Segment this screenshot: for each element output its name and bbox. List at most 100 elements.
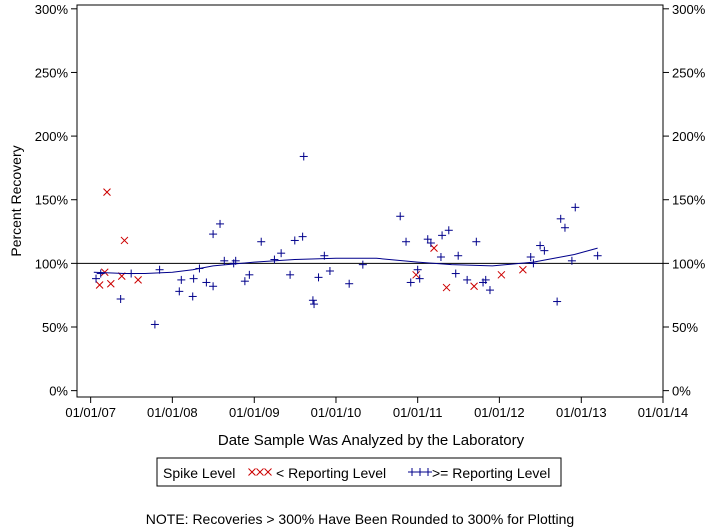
x-axis-label: Date Sample Was Analyzed by the Laborato… xyxy=(218,432,525,449)
point-above-reporting-level xyxy=(571,203,580,212)
point-below-reporting-level xyxy=(497,270,506,279)
point-below-reporting-level xyxy=(470,282,478,291)
point-below-reporting-level xyxy=(442,283,451,292)
x-tick-label: 01/01/11 xyxy=(393,405,443,420)
x-tick-label: 01/01/09 xyxy=(229,405,280,420)
point-below-reporting-level xyxy=(106,279,115,288)
point-above-reporting-level xyxy=(426,239,435,247)
point-above-reporting-level xyxy=(413,265,422,274)
point-above-reporting-level xyxy=(277,249,286,258)
y-tick-label-left: 250% xyxy=(35,65,69,80)
legend-x-marker xyxy=(264,468,272,476)
legend-plus-marker xyxy=(408,468,416,476)
legend-title: Spike Level xyxy=(163,465,235,481)
point-above-reporting-level xyxy=(454,251,463,260)
point-above-reporting-level xyxy=(314,273,323,282)
point-above-reporting-level xyxy=(245,270,254,279)
point-above-reporting-level xyxy=(290,236,299,245)
point-above-reporting-level xyxy=(463,275,472,284)
legend-box xyxy=(156,457,562,487)
y-tick-label-left: 100% xyxy=(35,256,69,271)
point-below-reporting-level xyxy=(120,236,129,245)
x-tick-label: 01/01/13 xyxy=(556,405,607,420)
point-above-reporting-level xyxy=(188,292,197,301)
point-above-reporting-level xyxy=(177,275,186,284)
point-above-reporting-level xyxy=(92,274,101,283)
y-tick-label-left: 150% xyxy=(35,193,69,208)
point-above-reporting-level xyxy=(396,212,405,221)
x-tick-label: 01/01/07 xyxy=(65,405,116,420)
point-above-reporting-level xyxy=(150,320,159,329)
point-above-reporting-level xyxy=(96,269,105,278)
point-below-reporting-level xyxy=(519,265,527,274)
legend-plus-marker xyxy=(424,468,432,476)
point-above-reporting-level xyxy=(593,251,602,260)
point-above-reporting-level xyxy=(485,286,494,295)
point-above-reporting-level xyxy=(220,256,229,265)
y-tick-label-right: 50% xyxy=(672,320,698,335)
y-tick-label-left: 200% xyxy=(35,129,69,144)
y-axes: 0% 0% 50% 50% 100% 100% 150% 150% 200% 200% 250% 25… xyxy=(35,2,706,399)
legend-plus-markers xyxy=(408,468,432,476)
footnote: NOTE: Recoveries > 300% Have Been Rounde… xyxy=(146,511,574,527)
point-above-reporting-level xyxy=(438,231,447,240)
point-above-reporting-level xyxy=(298,232,307,241)
point-above-reporting-level xyxy=(202,278,211,287)
point-above-reporting-level xyxy=(529,259,538,268)
y-axis-label: Percent Recovery xyxy=(8,145,24,256)
point-above-reporting-level xyxy=(209,282,218,291)
y-tick-label-left: 0% xyxy=(49,384,68,399)
point-above-reporting-level xyxy=(406,278,415,287)
point-above-reporting-level xyxy=(189,274,198,283)
legend: Spike Level < Reporting Level >= Reporti… xyxy=(156,457,562,487)
point-above-reporting-level xyxy=(116,295,125,303)
point-above-reporting-level xyxy=(310,300,319,309)
point-above-reporting-level xyxy=(567,256,576,265)
y-tick-label-left: 50% xyxy=(42,320,68,335)
point-above-reporting-level xyxy=(553,297,562,306)
trend-line xyxy=(93,247,598,274)
point-below-reporting-level xyxy=(95,281,104,289)
plot-area xyxy=(76,4,664,398)
y-tick-label-right: 0% xyxy=(672,384,691,399)
point-above-reporting-level xyxy=(325,267,334,275)
x-axis: 01/01/07 01/01/08 01/01/09 01/01/10 01/01/11… xyxy=(65,397,688,420)
point-above-reporting-level xyxy=(526,253,535,261)
x-tick-label: 01/01/08 xyxy=(147,405,198,420)
point-above-reporting-level xyxy=(175,287,184,296)
x-tick-label: 01/01/12 xyxy=(474,405,525,420)
x-tick-label: 01/01/14 xyxy=(638,405,689,420)
point-above-reporting-level xyxy=(536,241,545,250)
point-above-reporting-level xyxy=(402,237,411,246)
point-above-reporting-level xyxy=(240,277,249,286)
legend-label-below: < Reporting Level xyxy=(276,465,386,481)
point-above-reporting-level xyxy=(216,219,225,228)
point-above-reporting-level xyxy=(444,226,453,235)
legend-label-above: >= Reporting Level xyxy=(432,465,550,481)
point-below-reporting-level xyxy=(412,270,420,279)
point-below-reporting-level xyxy=(103,188,111,196)
point-above-reporting-level xyxy=(472,237,481,246)
point-above-reporting-level xyxy=(415,274,424,283)
y-tick-label-right: 300% xyxy=(672,2,706,17)
x-tick-label: 01/01/10 xyxy=(311,405,362,420)
point-below-reporting-level xyxy=(134,276,142,284)
point-above-reporting-level xyxy=(560,223,569,232)
point-above-reporting-level xyxy=(436,253,445,261)
point-above-reporting-level xyxy=(286,270,295,279)
y-tick-label-right: 150% xyxy=(672,193,706,208)
legend-x-marker xyxy=(248,468,256,476)
point-above-reporting-level xyxy=(481,275,490,284)
point-above-reporting-level xyxy=(299,152,308,161)
point-above-reporting-level xyxy=(556,214,565,223)
point-above-reporting-level xyxy=(257,237,266,246)
y-tick-label-right: 250% xyxy=(672,65,706,80)
point-above-reporting-level xyxy=(209,230,218,239)
point-above-reporting-level xyxy=(451,269,460,278)
point-above-reporting-level xyxy=(270,255,279,264)
y-tick-label-right: 100% xyxy=(672,256,706,271)
data-marks xyxy=(92,152,602,329)
y-tick-label-left: 300% xyxy=(35,2,69,17)
point-above-reporting-level xyxy=(540,246,549,255)
